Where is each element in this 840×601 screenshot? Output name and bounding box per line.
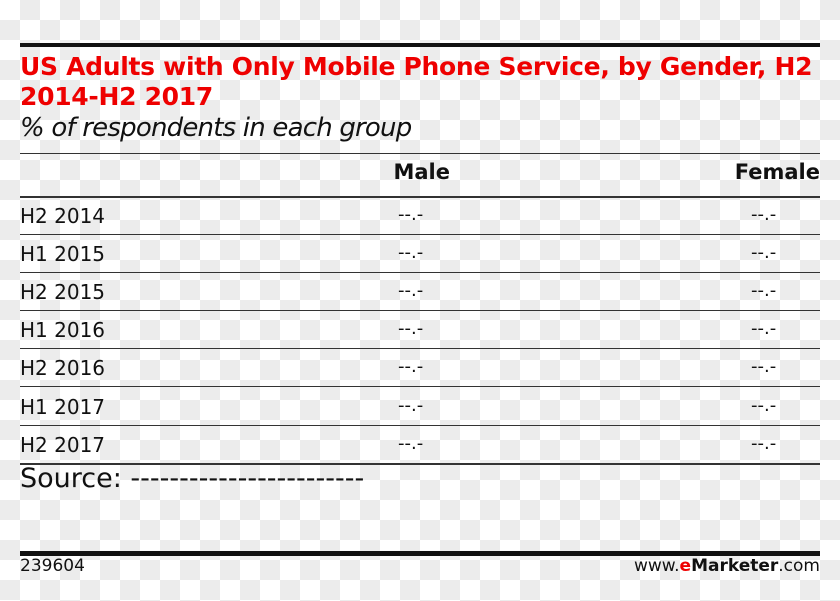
row-label: H1 2017 [20,394,106,419]
row-label: H2 2016 [20,356,106,381]
cell-female: --.- [751,318,777,340]
row-label: H1 2016 [20,318,106,343]
footer-rule [20,551,820,556]
chart-id: 239604 [20,556,85,576]
cell-male: --.- [398,394,424,416]
row-divider [20,272,820,274]
chart-title: US Adults with Only Mobile Phone Service… [20,52,813,111]
table-row: H2 2016 --.- --.- [20,350,820,388]
cell-female: --.- [751,204,777,225]
cell-male: --.- [398,204,424,225]
header-bottom-rule [20,196,820,198]
cell-male: --.- [398,356,424,378]
row-label: H2 2014 [20,204,106,228]
row-divider [20,424,820,426]
cell-female: --.- [751,394,777,416]
table-row: H2 2015 --.- --.- [20,274,820,312]
cell-male: --.- [398,432,424,454]
emarketer-logo[interactable]: www.eMarketer.com [634,556,820,576]
table-row: H1 2015 --.- --.- [20,236,820,274]
cell-female: --.- [751,432,777,454]
cell-male: --.- [398,280,424,302]
table-row: H1 2016 --.- --.- [20,312,820,350]
cell-male: --.- [398,242,424,264]
cell-female: --.- [751,356,777,378]
row-divider [20,386,820,388]
logo-brand: Marketer [691,556,779,576]
row-label: H1 2015 [20,242,106,267]
row-divider [20,310,820,312]
chart-subtitle: % of respondents in each group [20,113,412,143]
row-label: H2 2015 [20,280,106,305]
logo-e: e [679,556,692,576]
cell-female: --.- [751,242,777,264]
row-divider [20,234,820,235]
table-row: H1 2017 --.- --.- [20,389,820,427]
column-header-male: Male [393,160,450,184]
source-note: Source: ------------------------ [20,463,365,494]
table-row: H2 2017 --.- --.- [20,427,820,465]
top-rule [20,43,820,47]
row-label: H2 2017 [20,432,106,457]
cell-male: --.- [398,318,424,340]
logo-prefix: www. [633,556,680,576]
table-row: H2 2014 --.- --.- [20,198,820,236]
header-top-rule [20,153,820,154]
row-divider [20,348,820,350]
cell-female: --.- [751,280,777,302]
logo-suffix: .com [778,556,820,576]
row-divider [20,462,820,465]
column-header-female: Female [734,160,820,184]
